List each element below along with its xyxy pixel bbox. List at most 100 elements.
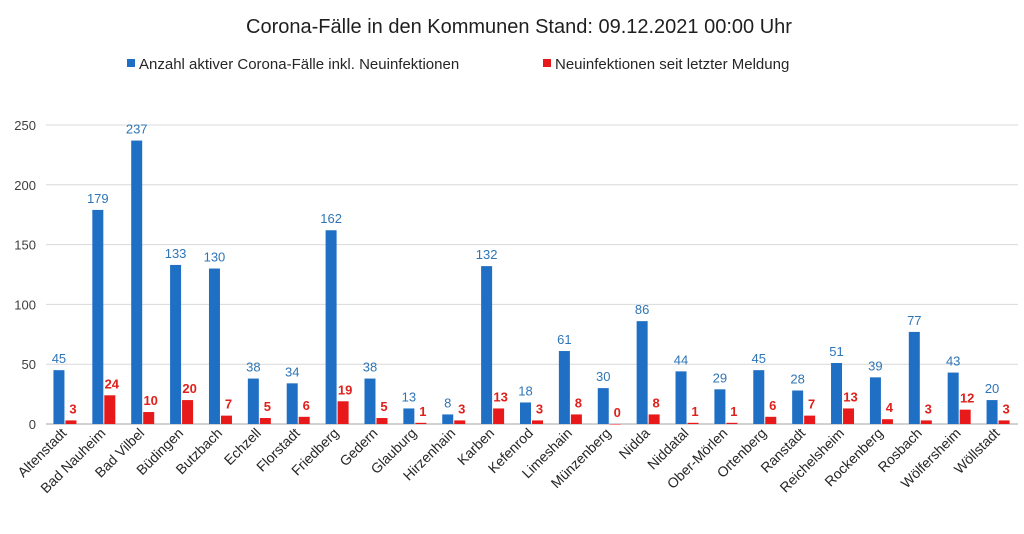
bar-active-cases bbox=[792, 390, 804, 424]
bar-active-cases bbox=[675, 371, 687, 424]
data-label-active-cases: 61 bbox=[557, 332, 571, 347]
data-label-active-cases: 51 bbox=[829, 344, 843, 359]
data-label-new-infections: 3 bbox=[536, 401, 543, 416]
data-label-new-infections: 1 bbox=[730, 404, 737, 419]
data-label-active-cases: 18 bbox=[518, 383, 532, 398]
y-tick-label: 150 bbox=[14, 238, 36, 253]
data-label-active-cases: 77 bbox=[907, 313, 921, 328]
data-label-active-cases: 28 bbox=[790, 372, 804, 387]
data-label-active-cases: 86 bbox=[635, 302, 649, 317]
data-label-new-infections: 13 bbox=[493, 389, 507, 404]
data-label-new-infections: 13 bbox=[843, 389, 857, 404]
bar-new-infections bbox=[259, 418, 271, 424]
bar-new-infections bbox=[143, 412, 155, 424]
data-label-new-infections: 3 bbox=[1002, 401, 1009, 416]
bar-active-cases bbox=[869, 377, 881, 424]
bar-active-cases bbox=[53, 370, 65, 424]
data-label-new-infections: 12 bbox=[960, 391, 974, 406]
bar-new-infections bbox=[65, 420, 77, 424]
data-label-active-cases: 130 bbox=[204, 250, 226, 265]
bar-new-infections bbox=[998, 420, 1010, 424]
bar-active-cases bbox=[520, 402, 531, 424]
bar-new-infections bbox=[220, 415, 232, 424]
bar-active-cases bbox=[714, 389, 726, 424]
data-label-active-cases: 30 bbox=[596, 369, 610, 384]
legend-item-new-infections: Neuinfektionen seit letzter Meldung bbox=[555, 56, 789, 73]
data-label-active-cases: 39 bbox=[868, 358, 882, 373]
legend-item-active-cases: Anzahl aktiver Corona-Fälle inkl. Neuinf… bbox=[139, 56, 459, 73]
bar-new-infections bbox=[726, 422, 738, 424]
bar-active-cases bbox=[986, 400, 998, 424]
data-label-active-cases: 13 bbox=[402, 389, 416, 404]
data-label-active-cases: 43 bbox=[946, 354, 960, 369]
legend-swatch bbox=[127, 59, 135, 67]
bar-active-cases bbox=[92, 209, 104, 424]
data-label-new-infections: 3 bbox=[458, 401, 465, 416]
data-label-new-infections: 7 bbox=[808, 397, 815, 412]
data-label-active-cases: 45 bbox=[52, 351, 66, 366]
bar-new-infections bbox=[376, 418, 388, 424]
data-label-new-infections: 3 bbox=[69, 401, 76, 416]
data-labels: 4531792423710133201307385346162193851318… bbox=[52, 122, 1010, 420]
data-label-new-infections: 5 bbox=[380, 399, 387, 414]
bar-active-cases bbox=[597, 388, 609, 424]
data-label-active-cases: 162 bbox=[320, 211, 342, 226]
bar-new-infections bbox=[337, 401, 349, 424]
data-label-new-infections: 19 bbox=[338, 382, 352, 397]
bar-new-infections bbox=[104, 395, 116, 424]
data-label-active-cases: 34 bbox=[285, 364, 299, 379]
bar-active-cases bbox=[442, 414, 454, 424]
bar-new-infections bbox=[493, 408, 505, 424]
legend: Anzahl aktiver Corona-Fälle inkl. Neuinf… bbox=[127, 56, 789, 73]
data-label-active-cases: 237 bbox=[126, 122, 148, 137]
bar-active-cases bbox=[325, 230, 337, 424]
bar-new-infections bbox=[609, 424, 621, 425]
y-tick-label: 0 bbox=[29, 417, 36, 432]
data-label-active-cases: 132 bbox=[476, 247, 498, 262]
bar-new-infections bbox=[687, 422, 699, 424]
bar-new-infections bbox=[298, 416, 310, 424]
bar-active-cases bbox=[481, 266, 493, 424]
data-label-active-cases: 29 bbox=[713, 370, 727, 385]
bar-new-infections bbox=[648, 414, 660, 424]
data-label-new-infections: 20 bbox=[182, 381, 196, 396]
data-label-active-cases: 133 bbox=[165, 246, 187, 261]
data-label-new-infections: 5 bbox=[264, 399, 271, 414]
bar-active-cases bbox=[908, 331, 920, 424]
bar-new-infections bbox=[454, 420, 466, 424]
bar-active-cases bbox=[364, 378, 376, 424]
y-tick-label: 200 bbox=[14, 178, 36, 193]
bar-active-cases bbox=[286, 383, 298, 424]
gridlines bbox=[46, 124, 1018, 425]
y-tick-label: 250 bbox=[14, 118, 36, 133]
bar-new-infections bbox=[920, 420, 932, 424]
bar-active-cases bbox=[403, 408, 415, 424]
data-label-new-infections: 24 bbox=[105, 376, 120, 391]
data-label-new-infections: 6 bbox=[303, 398, 310, 413]
legend-swatch bbox=[543, 59, 551, 67]
data-label-new-infections: 10 bbox=[143, 393, 157, 408]
chart-title: Corona-Fälle in den Kommunen Stand: 09.1… bbox=[246, 16, 792, 38]
bar-active-cases bbox=[753, 370, 765, 424]
data-label-active-cases: 179 bbox=[87, 191, 109, 206]
data-label-active-cases: 45 bbox=[752, 351, 766, 366]
y-tick-label: 50 bbox=[22, 357, 36, 372]
data-label-new-infections: 4 bbox=[886, 400, 894, 415]
bar-active-cases bbox=[208, 268, 220, 424]
data-label-active-cases: 38 bbox=[363, 360, 377, 375]
bar-new-infections bbox=[804, 415, 816, 424]
data-label-new-infections: 6 bbox=[769, 398, 776, 413]
data-label-active-cases: 44 bbox=[674, 352, 688, 367]
data-label-new-infections: 0 bbox=[614, 405, 621, 420]
bar-new-infections bbox=[532, 420, 543, 424]
data-label-new-infections: 1 bbox=[691, 404, 698, 419]
data-label-active-cases: 20 bbox=[985, 381, 999, 396]
x-tick-label: Nidda bbox=[616, 425, 653, 462]
bar-active-cases bbox=[636, 321, 648, 424]
bar-new-infections bbox=[881, 419, 893, 424]
bar-new-infections bbox=[959, 409, 971, 424]
bar-new-infections bbox=[182, 400, 194, 424]
bar-active-cases bbox=[831, 363, 843, 424]
